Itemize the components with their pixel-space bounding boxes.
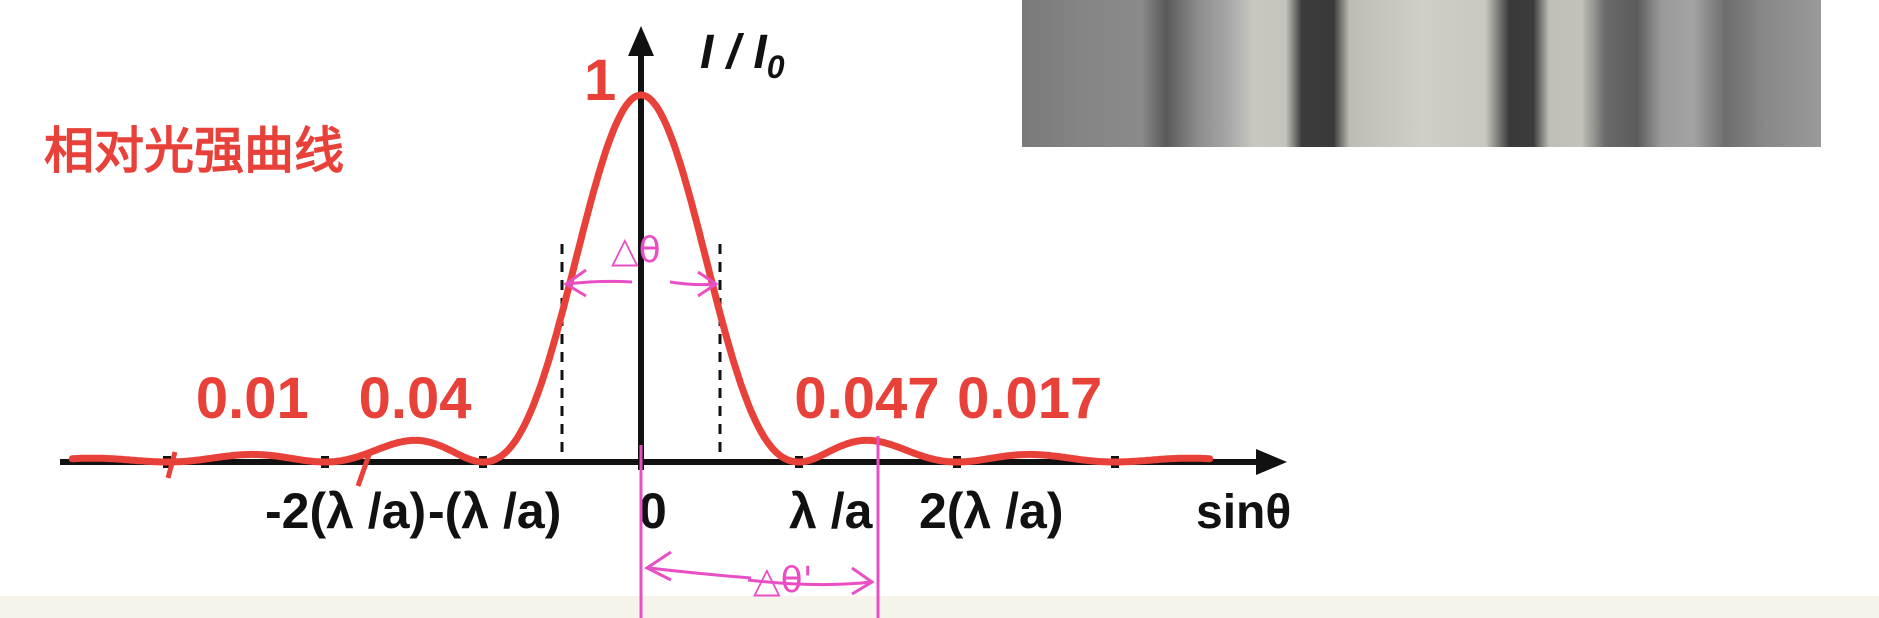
- y-tick-label-1: 1: [584, 48, 616, 113]
- x-tick-label-0: -2(λ /a): [265, 483, 426, 539]
- peak-label-3: 0.017: [957, 366, 1102, 431]
- width-arrow-label-3: △θ': [753, 560, 813, 601]
- handwritten-annotations: △θ △θ': [165, 230, 880, 618]
- hand-stroke-0: [165, 451, 178, 479]
- width-arrow-2: △θ: [563, 230, 719, 298]
- intensity-curve: [68, 91, 1214, 466]
- x-tick-label-1: -(λ /a): [428, 483, 561, 539]
- peak-label-1: 0.04: [359, 366, 472, 431]
- secondary-peak-labels: 0.01 0.04 0.047 0.017: [196, 366, 1102, 431]
- peak-label-2: 0.047: [794, 366, 939, 431]
- peak-label-0: 0.01: [196, 366, 309, 431]
- chart-title: 相对光强曲线: [44, 122, 344, 180]
- diffraction-fringe-photo: [1022, 0, 1821, 147]
- y-axis-title: I / I0: [700, 26, 785, 85]
- x-tick-label-4: 2(λ /a): [919, 483, 1064, 539]
- width-arrow-3: △θ': [639, 436, 880, 618]
- x-axis-title: sinθ: [1196, 486, 1291, 539]
- hand-stroke-1: [355, 451, 373, 487]
- x-tick-label-3: λ /a: [789, 483, 874, 539]
- x-tick-labels: -2(λ /a) -(λ /a) 0 λ /a 2(λ /a): [265, 483, 1064, 539]
- x-axis-arrow-icon: [1256, 449, 1287, 475]
- bottom-strip: [0, 596, 1879, 618]
- width-arrow-label-2: △θ: [611, 230, 661, 271]
- x-tick-label-2: 0: [639, 483, 667, 539]
- y-axis-arrow-icon: [628, 26, 654, 56]
